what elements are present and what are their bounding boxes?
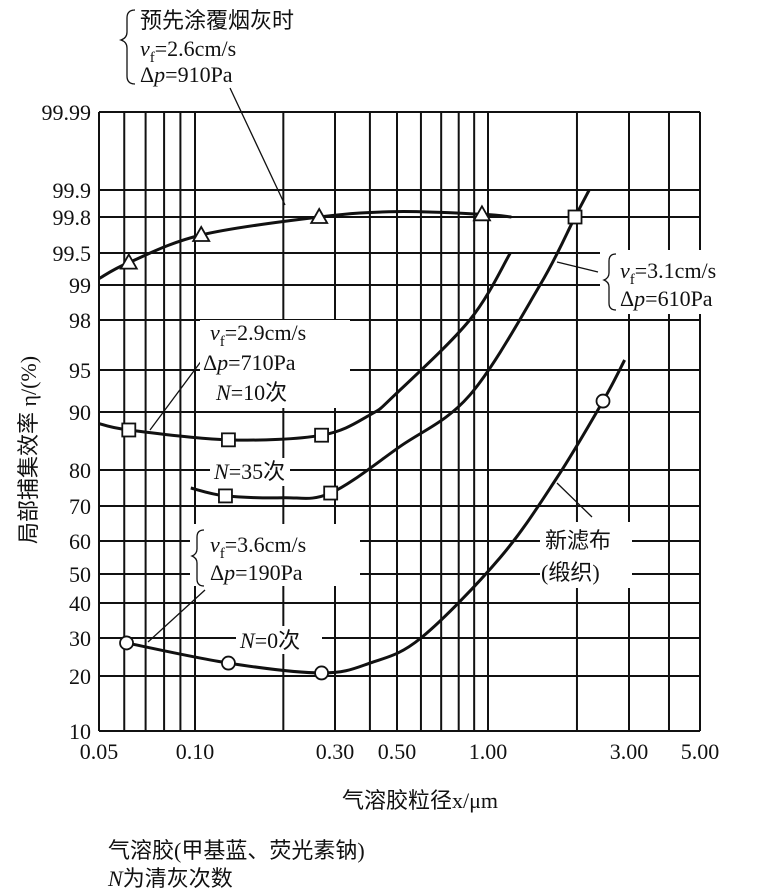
- x-tick-label: 0.50: [378, 739, 417, 764]
- brace-icon: [602, 253, 617, 311]
- x-tick-label: 0.05: [80, 739, 119, 764]
- triangle-marker: [119, 252, 139, 270]
- y-tick-label: 10: [69, 719, 91, 744]
- n10-velocity: vf=2.9cm/s: [210, 320, 306, 350]
- series-line-n35: [190, 189, 591, 500]
- series-markers: [119, 204, 611, 681]
- brace-icon: [118, 9, 136, 85]
- right-velocity: vf=3.1cm/s: [620, 258, 716, 288]
- y-tick-label: 40: [69, 591, 91, 616]
- y-tick-label: 20: [69, 664, 91, 689]
- y-tick-label: 99.8: [53, 205, 92, 230]
- coated-velocity: vf=2.6cm/s: [140, 36, 236, 66]
- grid-lines: [98, 111, 701, 732]
- y-tick-label: 70: [69, 494, 91, 519]
- triangle-marker: [191, 225, 211, 242]
- n35-label: N=35次: [213, 459, 285, 484]
- triangle-marker: [309, 207, 329, 224]
- leader-lines: [147, 87, 599, 643]
- new-cloth-label: 新滤布: [545, 528, 611, 553]
- leader-n0: [147, 589, 206, 643]
- y-tick-label: 99.5: [53, 241, 92, 266]
- n10-count: N=10次: [215, 380, 287, 405]
- square-marker: [121, 422, 137, 438]
- coated-pressure: Δp=910Pa: [140, 62, 233, 87]
- square-marker: [314, 427, 329, 443]
- annotation-coated: 预先涂覆烟灰时 vf=2.6cm/s Δp=910Pa: [118, 8, 294, 87]
- y-tick-label: 98: [69, 308, 91, 333]
- leader-right: [556, 261, 599, 273]
- n0-velocity: vf=3.6cm/s: [210, 532, 306, 562]
- x-axis-label: 气溶胶粒径x/μm: [342, 788, 498, 813]
- brace-icon: [190, 529, 205, 587]
- new-cloth-sublabel: (缎织): [541, 560, 600, 585]
- y-tick-label: 30: [69, 626, 91, 651]
- square-marker: [567, 209, 583, 225]
- x-tick-label: 3.00: [610, 739, 649, 764]
- circle-marker: [314, 665, 329, 681]
- square-marker: [218, 488, 233, 504]
- triangle-marker: [472, 204, 492, 222]
- annotation-n0group: vf=3.6cm/s Δp=190Pa: [190, 529, 306, 587]
- series-line-n0: [126, 359, 626, 675]
- y-tick-label: 60: [69, 529, 91, 554]
- y-tick-label: 99.99: [42, 100, 92, 125]
- annotation-n10: vf=2.9cm/s Δp=710Pa N=10次: [203, 320, 306, 405]
- caption-line2: N为清灰次数: [107, 866, 233, 891]
- coated-title: 预先涂覆烟灰时: [140, 8, 294, 33]
- n0-pressure: Δp=190Pa: [210, 560, 303, 585]
- square-marker: [323, 485, 339, 501]
- series-line-n10: [98, 252, 512, 442]
- label-backgrounds: [190, 250, 771, 654]
- n10-pressure: Δp=710Pa: [203, 350, 296, 375]
- y-tick-label: 99: [69, 273, 91, 298]
- circle-marker: [119, 635, 134, 651]
- tick-labels: 0.05 0.10 0.30 0.50 1.00 3.00 5.0099.9999.999.…: [42, 100, 720, 764]
- n0-label: N=0次: [239, 628, 300, 653]
- y-tick-label: 99.9: [53, 178, 92, 203]
- leader-coated: [229, 87, 286, 206]
- leader-n10: [149, 351, 209, 431]
- y-tick-label: 80: [69, 458, 91, 483]
- circle-marker: [221, 655, 236, 671]
- right-pressure: Δp=610Pa: [620, 286, 713, 311]
- x-tick-label: 1.00: [469, 739, 508, 764]
- x-tick-label: 0.10: [176, 739, 215, 764]
- square-marker: [221, 432, 236, 448]
- series-line-coated: [98, 210, 512, 280]
- y-tick-label: 95: [69, 358, 91, 383]
- caption-line1: 气溶胶(甲基蓝、荧光素钠): [108, 838, 365, 863]
- x-tick-label: 5.00: [681, 739, 720, 764]
- circle-marker: [595, 393, 611, 409]
- x-tick-label: 0.30: [316, 739, 355, 764]
- y-axis-label: 局部捕集效率 η/(%): [16, 356, 41, 544]
- y-tick-label: 90: [69, 400, 91, 425]
- leader-newcloth: [556, 482, 593, 518]
- y-tick-label: 50: [69, 562, 91, 587]
- series-curves: [98, 189, 626, 675]
- annotation-right: vf=3.1cm/s Δp=610Pa: [602, 253, 716, 311]
